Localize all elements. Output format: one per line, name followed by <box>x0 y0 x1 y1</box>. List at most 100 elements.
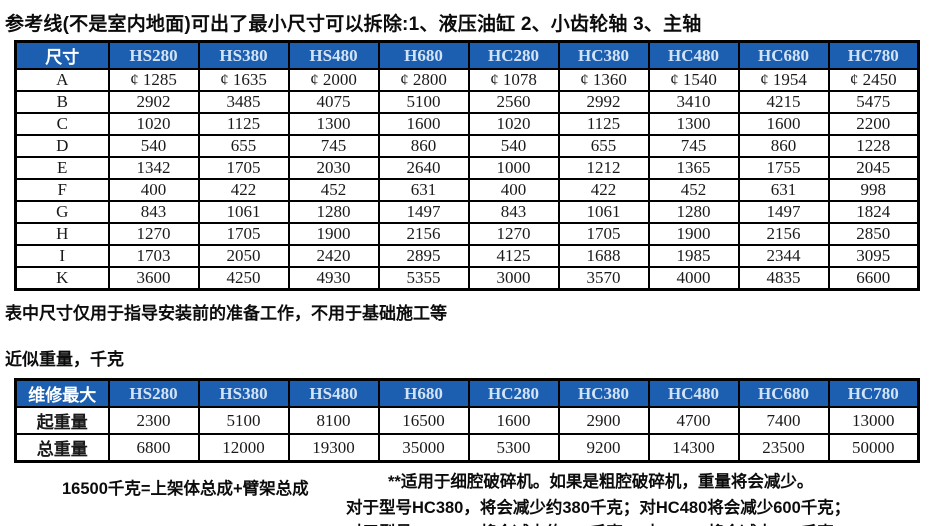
value-cell: 1705 <box>197 222 290 246</box>
table-row: C 1020 1125 1300 1600 1020 1125 1300 1600 2200 <box>14 112 920 136</box>
value-cell: ¢ 2800 <box>377 68 470 92</box>
table-row: F 400 422 452 631 400 422 452 631 998 <box>14 178 920 202</box>
value-cell: 2045 <box>827 156 920 180</box>
value-cell: 1600 <box>377 112 470 136</box>
model-header-cell: HC380 <box>557 378 650 408</box>
value-cell: 3410 <box>647 90 740 114</box>
value-cell: 2344 <box>737 244 830 268</box>
value-cell: 4250 <box>197 266 290 291</box>
value-cell: 2900 <box>557 406 650 435</box>
value-cell: 1600 <box>467 406 560 435</box>
value-cell: 1365 <box>647 156 740 180</box>
value-cell: 4000 <box>647 266 740 291</box>
row-label-cell: E <box>14 156 110 180</box>
value-cell: 5100 <box>377 90 470 114</box>
value-cell: 998 <box>827 178 920 202</box>
value-cell: 1705 <box>557 222 650 246</box>
value-cell: 452 <box>647 178 740 202</box>
value-cell: 7400 <box>737 406 830 435</box>
value-cell: 1125 <box>197 112 290 136</box>
value-cell: 1020 <box>467 112 560 136</box>
value-cell: 8100 <box>287 406 380 435</box>
page-title: 参考线(不是室内地面)可出了最小尺寸可以拆除:1、液压油缸 2、小齿轮轴 3、主… <box>5 14 702 35</box>
value-cell: 422 <box>557 178 650 202</box>
value-cell: 1705 <box>197 156 290 180</box>
value-cell: 6800 <box>107 433 200 463</box>
model-header-cell: HC380 <box>557 40 650 70</box>
table-row: K 3600 4250 4930 5355 3000 3570 4000 4835 6600 <box>14 266 920 291</box>
value-cell: 5300 <box>467 433 560 463</box>
footnote-fine-chamber: **适用于细腔破碎机。如果是粗腔破碎机，重量将会减少。 <box>388 473 814 491</box>
value-cell: 5475 <box>827 90 920 114</box>
value-cell: ¢ 1285 <box>107 68 200 92</box>
value-cell: 3485 <box>197 90 290 114</box>
row-label-cell: B <box>14 90 110 114</box>
value-cell: 1342 <box>107 156 200 180</box>
value-cell: 2992 <box>557 90 650 114</box>
table-row: H 1270 1705 1900 2156 1270 1705 1900 2156 2850 <box>14 222 920 246</box>
value-cell: 4075 <box>287 90 380 114</box>
value-cell: 860 <box>377 134 470 158</box>
value-cell: 843 <box>467 200 560 224</box>
value-cell: 1280 <box>647 200 740 224</box>
value-cell: 1270 <box>107 222 200 246</box>
value-cell: 1497 <box>737 200 830 224</box>
value-cell: 2300 <box>107 406 200 435</box>
value-cell: 2156 <box>737 222 830 246</box>
value-cell: ¢ 2450 <box>827 68 920 92</box>
value-cell: ¢ 1954 <box>737 68 830 92</box>
footnotes-left: 16500千克=上架体总成+臂架总成 9700千克=上架体总成 <box>0 470 340 526</box>
dimension-table-note: 表中尺寸仅用于指导安装前的准备工作，不用于基础施工等 <box>5 304 447 323</box>
value-cell: 860 <box>737 134 830 158</box>
value-cell: 1061 <box>197 200 290 224</box>
row-label-cell: D <box>14 134 110 158</box>
value-cell: 1900 <box>647 222 740 246</box>
value-cell: 745 <box>647 134 740 158</box>
value-cell: 12000 <box>197 433 290 463</box>
value-cell: 1061 <box>557 200 650 224</box>
value-cell: 422 <box>197 178 290 202</box>
footnote-hc380-hc480: 对于型号HC380，将会减少约380千克；对HC480将会减少600千克； <box>346 498 851 517</box>
table-row: B 2902 3485 4075 5100 2560 2992 3410 4215 5475 <box>14 90 920 114</box>
value-cell: 16500 <box>377 406 470 435</box>
value-cell: 23500 <box>737 433 830 463</box>
footnotes: 16500千克=上架体总成+臂架总成 9700千克=上架体总成 **适用于细腔破… <box>0 470 933 526</box>
header-row: 维修最大 HS280 HS380 HS480 H680 HC280 HC380 HC480 HC… <box>14 378 920 408</box>
dimension-table: 尺寸 HS280 HS380 HS480 H680 HC280 HC380 HC480 HC68… <box>14 40 920 291</box>
weight-table: 维修最大 HS280 HS380 HS480 H680 HC280 HC380 HC480 HC… <box>14 378 920 463</box>
model-header-cell: HC680 <box>737 378 830 408</box>
value-cell: 2895 <box>377 244 470 268</box>
value-cell: 2030 <box>287 156 380 180</box>
model-header-cell: HS280 <box>107 40 200 70</box>
value-cell: 655 <box>557 134 650 158</box>
value-cell: 1755 <box>737 156 830 180</box>
value-cell: 745 <box>287 134 380 158</box>
value-cell: 1600 <box>737 112 830 136</box>
table-row: 起重量 2300 5100 8100 16500 1600 2900 4700 7400 1300… <box>14 406 920 435</box>
value-cell: 631 <box>377 178 470 202</box>
table-row: D 540 655 745 860 540 655 745 860 1228 <box>14 134 920 158</box>
value-cell: 4700 <box>647 406 740 435</box>
value-cell: 1212 <box>557 156 650 180</box>
row-label-cell: A <box>14 68 110 92</box>
value-cell: 540 <box>467 134 560 158</box>
table-row: G 843 1061 1280 1497 843 1061 1280 1497 1824 <box>14 200 920 224</box>
value-cell: 2050 <box>197 244 290 268</box>
value-cell: ¢ 1078 <box>467 68 560 92</box>
value-cell: 2420 <box>287 244 380 268</box>
table-row: I 1703 2050 2420 2895 4125 1688 1985 2344 3095 <box>14 244 920 268</box>
value-cell: 5100 <box>197 406 290 435</box>
value-cell: 1900 <box>287 222 380 246</box>
value-cell: 2560 <box>467 90 560 114</box>
weight-section-title: 近似重量，千克 <box>5 350 124 369</box>
row-label-cell: G <box>14 200 110 224</box>
value-cell: 3095 <box>827 244 920 268</box>
row-label-cell: 起重量 <box>14 406 110 435</box>
value-cell: 4930 <box>287 266 380 291</box>
header-row: 尺寸 HS280 HS380 HS480 H680 HC280 HC380 HC480 HC68… <box>14 40 920 70</box>
value-cell: 540 <box>107 134 200 158</box>
model-header-cell: HC280 <box>467 378 560 408</box>
model-header-cell: HC780 <box>827 378 920 408</box>
value-cell: 1703 <box>107 244 200 268</box>
value-cell: 35000 <box>377 433 470 463</box>
